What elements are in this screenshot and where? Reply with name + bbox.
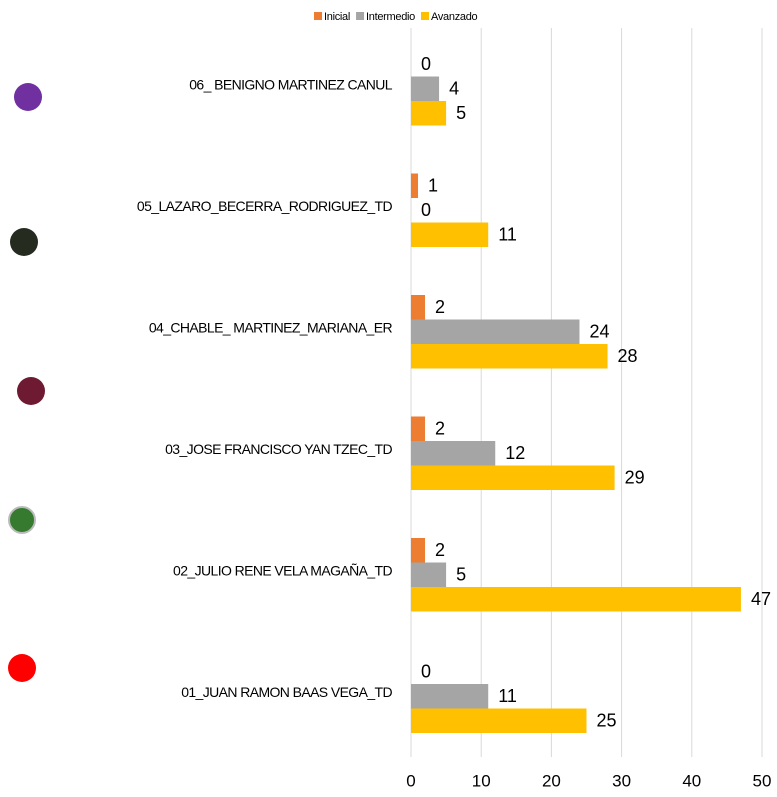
data-label: 11 (498, 225, 517, 245)
legend-label: Avanzado (431, 11, 478, 23)
x-tick-label: 50 (753, 771, 772, 790)
data-label: 47 (751, 589, 771, 609)
bar (411, 222, 489, 247)
x-tick-label: 40 (682, 771, 701, 790)
decor-dot (17, 377, 45, 405)
bar (411, 708, 587, 733)
bar (411, 441, 496, 466)
data-label: 12 (505, 443, 525, 463)
data-label: 0 (421, 200, 431, 220)
x-tick-label: 20 (542, 771, 561, 790)
bar (411, 538, 426, 563)
bar (411, 76, 440, 101)
bar (411, 587, 741, 612)
legend-label: Intermedio (366, 11, 415, 23)
x-tick-label: 10 (472, 771, 491, 790)
data-label: 1 (428, 176, 438, 196)
legend-swatch (314, 12, 322, 20)
data-label: 2 (435, 297, 445, 317)
data-label: 2 (435, 540, 445, 560)
decor-dot (8, 654, 36, 682)
bar (411, 319, 580, 344)
data-label: 5 (456, 103, 466, 123)
data-label: 29 (625, 468, 645, 488)
bar (411, 173, 419, 198)
data-label: 28 (618, 346, 638, 366)
decor-dot (8, 506, 36, 534)
x-tick-label: 0 (406, 771, 415, 790)
x-tick-label: 30 (612, 771, 631, 790)
data-label: 11 (498, 686, 517, 706)
bar (411, 101, 447, 126)
legend-swatch (356, 12, 365, 20)
bar (411, 562, 447, 587)
data-label: 0 (421, 662, 431, 682)
legend-label: Inicial (324, 11, 350, 23)
bar (411, 465, 615, 490)
decor-dot (14, 83, 42, 111)
category-label: 06_ BENIGNO MARTINEZ CANUL (189, 76, 393, 92)
bar (411, 684, 489, 709)
data-label: 4 (449, 79, 459, 99)
data-label: 24 (589, 322, 609, 342)
data-label: 25 (597, 711, 617, 731)
data-label: 2 (435, 419, 445, 439)
category-label: 02_JULIO RENE VELA MAGAÑA_TD (173, 562, 392, 578)
category-label: 01_JUAN RAMON BAAS VEGA_TD (181, 684, 392, 700)
bar (411, 295, 426, 320)
category-label: 03_JOSE FRANCISCO YAN TZEC_TD (165, 441, 392, 457)
legend-swatch (421, 12, 430, 20)
data-label: 5 (456, 565, 466, 585)
decor-dot (10, 228, 38, 256)
data-label: 0 (421, 54, 431, 74)
category-label: 05_LAZARO_BECERRA_RODRIGUEZ_TD (137, 198, 393, 214)
bar (411, 344, 608, 369)
category-label: 04_CHABLE_ MARTINEZ_MARIANA_ER (149, 319, 393, 335)
bar (411, 416, 426, 441)
